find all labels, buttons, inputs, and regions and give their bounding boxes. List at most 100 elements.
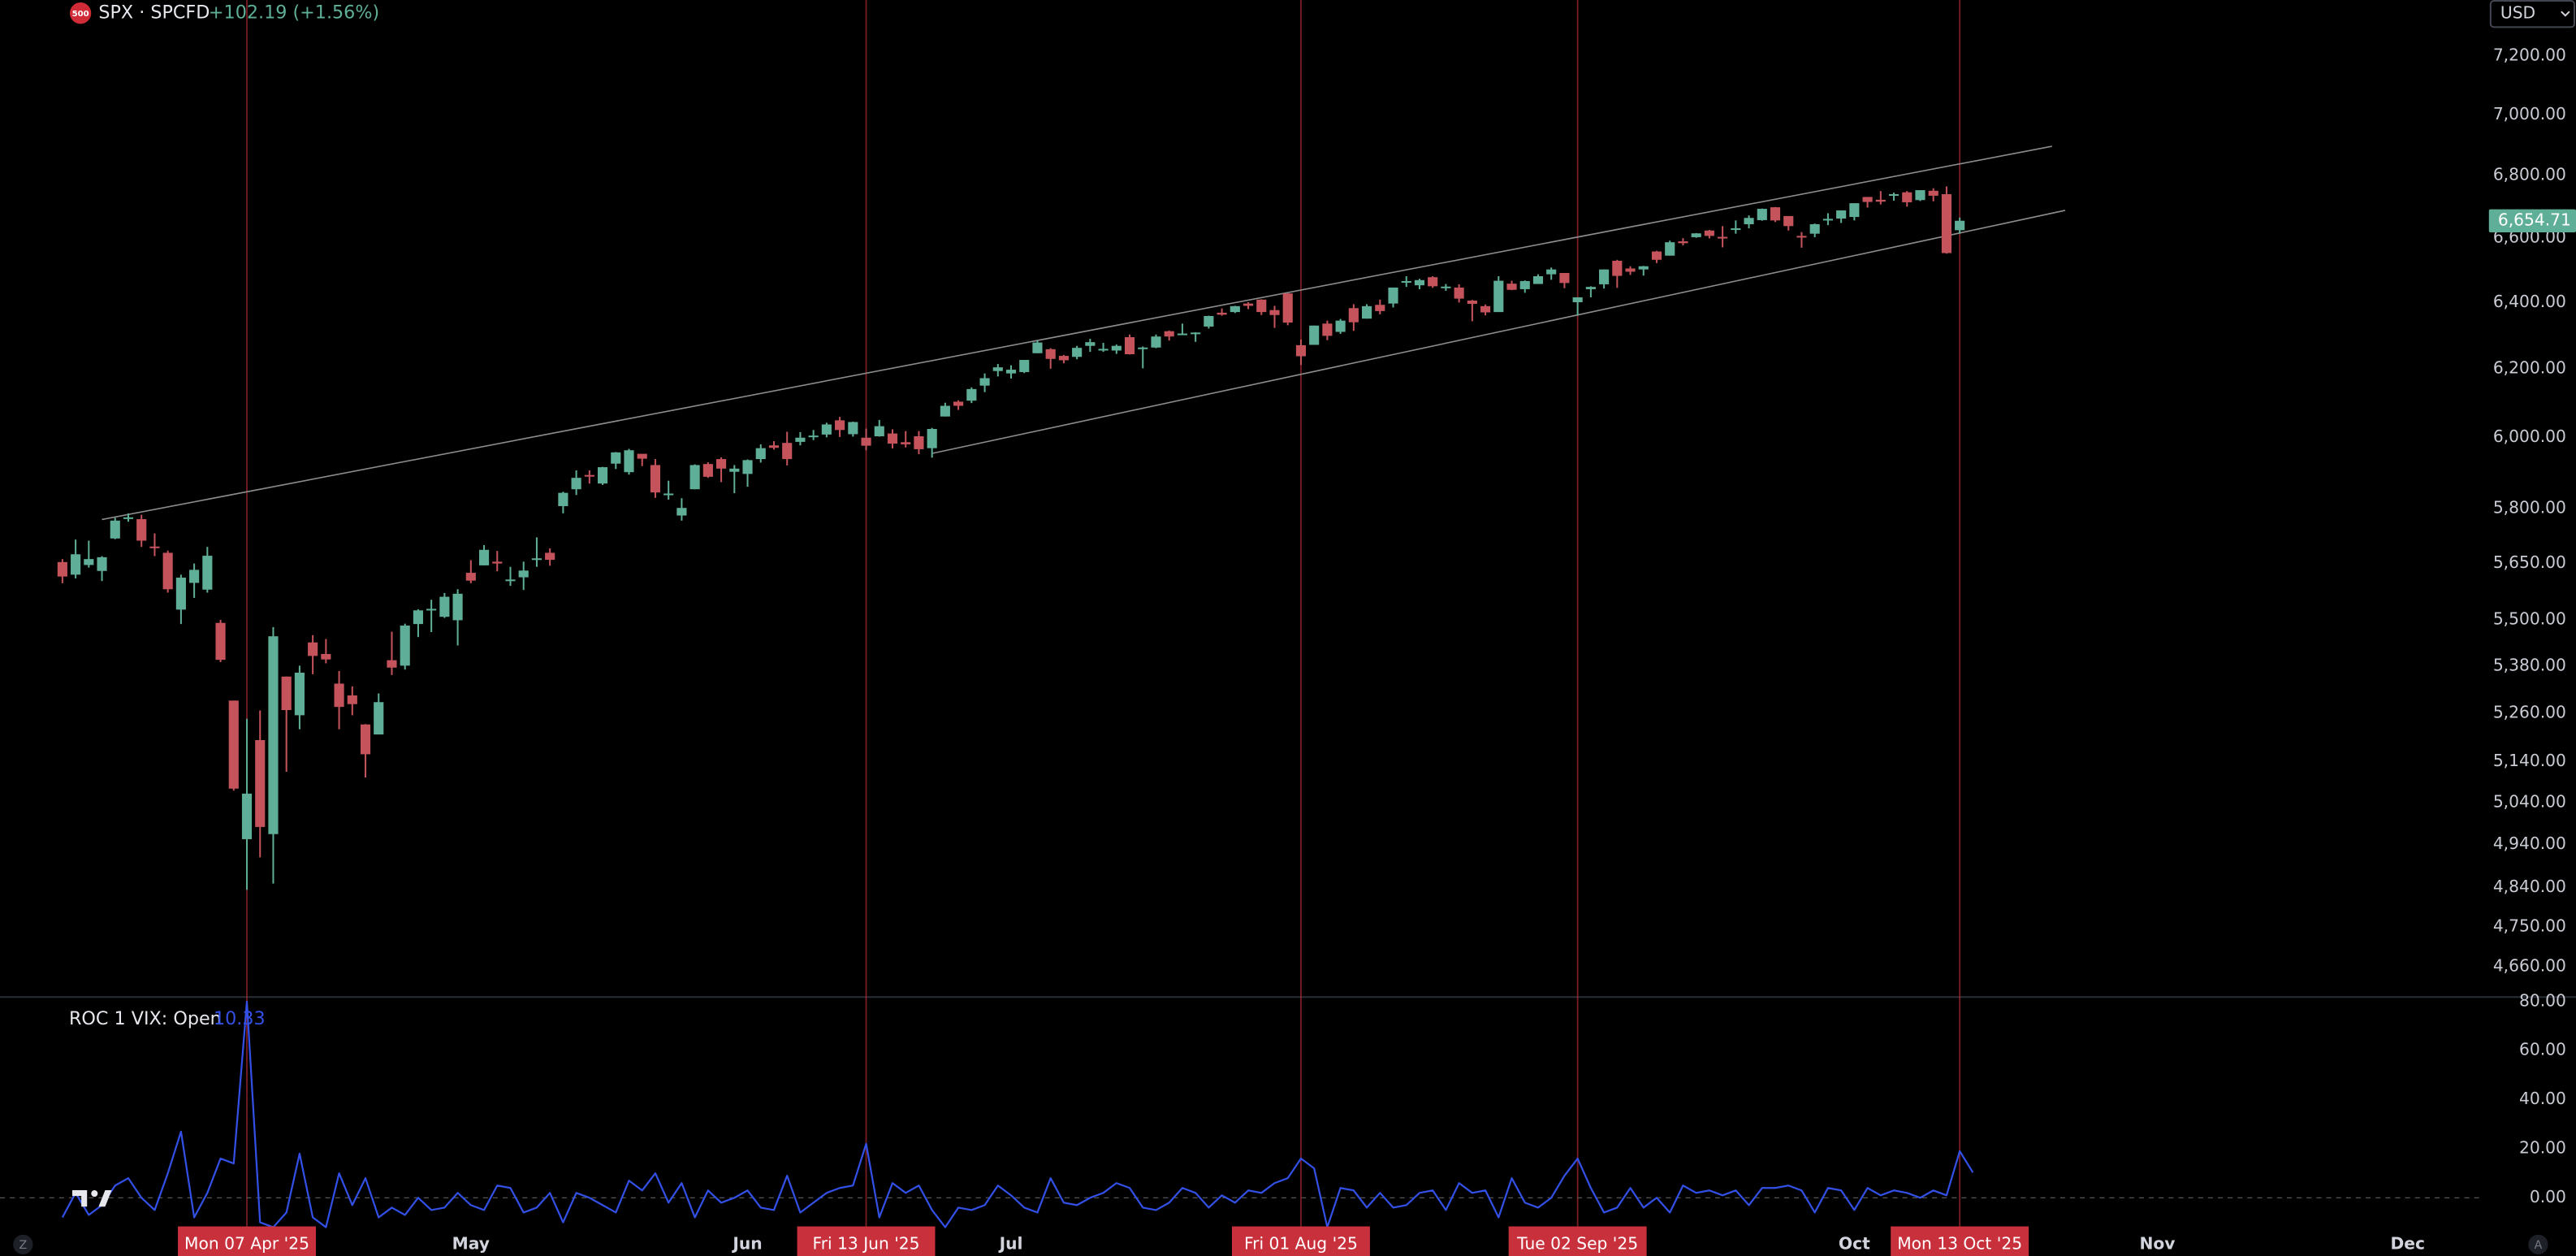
candle-body: [1335, 320, 1346, 332]
candle-body: [71, 554, 81, 575]
y-tick-label: 5,040.00: [2493, 792, 2566, 812]
symbol-badge: [69, 2, 92, 24]
candle-body: [637, 453, 647, 459]
candle-body: [848, 422, 858, 435]
candle-body: [1441, 286, 1451, 288]
candle-body: [215, 622, 226, 660]
candle-body: [901, 442, 911, 444]
y-tick-label: 5,500.00: [2493, 609, 2566, 628]
candle-body: [624, 450, 634, 473]
candle-body: [1559, 273, 1570, 284]
candle-body: [1151, 336, 1161, 348]
candle-body: [294, 672, 305, 716]
candle-body: [228, 700, 239, 789]
currency-label[interactable]: USD: [2500, 3, 2535, 23]
candle-body: [914, 436, 924, 449]
candle-body: [189, 570, 200, 583]
candle-body: [768, 445, 780, 448]
candle-body: [1111, 345, 1122, 351]
candle-body: [1124, 337, 1135, 355]
candle-body: [782, 443, 793, 460]
x-tick-label: Jun: [731, 1233, 762, 1253]
candle-body: [663, 493, 674, 496]
y-tick-label: 5,260.00: [2493, 702, 2566, 721]
candle-body: [1809, 223, 1820, 234]
candle-body: [571, 478, 581, 490]
candle-body: [465, 573, 476, 581]
y-tick-label: 4,660.00: [2493, 956, 2566, 976]
y-tick-label: 5,800.00: [2493, 498, 2566, 518]
y-tick-label: 6,000.00: [2493, 427, 2566, 446]
candle-body: [742, 460, 753, 474]
candle-body: [413, 610, 423, 625]
candle-body: [1519, 280, 1530, 289]
candle-body: [110, 520, 120, 539]
y-tick-label: 7,000.00: [2493, 104, 2566, 123]
candle-body: [1414, 279, 1425, 286]
candle-body: [1428, 277, 1438, 287]
candle-body: [1638, 266, 1649, 270]
candle-body: [953, 401, 964, 406]
left-button[interactable]: [13, 1234, 33, 1254]
candle-body: [1506, 284, 1517, 290]
candle-body: [1204, 315, 1214, 327]
candle-body: [136, 519, 147, 541]
candle-body: [676, 508, 687, 516]
candle-body: [57, 561, 67, 577]
symbol[interactable]: SPX · SPCFD: [98, 2, 210, 24]
candle-body: [308, 642, 318, 656]
candle-body: [439, 596, 450, 617]
candle-body: [162, 552, 173, 590]
candle-body: [584, 474, 594, 477]
left-button-label[interactable]: Z: [19, 1239, 27, 1252]
candle-body: [1256, 299, 1267, 313]
plot-layer: [0, 145, 2481, 1228]
candle-body: [1704, 230, 1714, 236]
candle-body: [755, 448, 766, 460]
candle-body: [992, 367, 1003, 371]
marker-label: Mon 07 Apr '25: [184, 1233, 309, 1253]
candle-body: [1454, 287, 1464, 299]
x-tick-label: Dec: [2391, 1233, 2425, 1253]
y2-tick-label: 80.00: [2519, 990, 2566, 1010]
candle-body: [268, 636, 279, 834]
marker-label: Fri 13 Jun '25: [813, 1233, 920, 1253]
candle-body: [1295, 344, 1307, 357]
candle-body: [729, 468, 740, 472]
candle-body: [1941, 194, 1951, 253]
candle-body: [1072, 348, 1083, 357]
candle-body: [1532, 275, 1544, 284]
indicator-value: 10.33: [214, 1008, 266, 1029]
candle-body: [360, 724, 371, 755]
candle-body: [650, 465, 661, 493]
candle-body: [1191, 332, 1201, 335]
candle-body: [123, 517, 134, 519]
candle-body: [1665, 242, 1675, 256]
logo: [72, 1190, 112, 1207]
y-tick-label: 5,380.00: [2493, 655, 2566, 674]
candle-body: [1032, 342, 1043, 353]
y-tick-label: 6,800.00: [2493, 165, 2566, 184]
candle-body: [611, 452, 621, 464]
candle-body: [861, 437, 871, 446]
candle-body: [1480, 305, 1491, 313]
marker-label-box: [1508, 1226, 1647, 1256]
candle-body: [1822, 219, 1833, 221]
y-tick-label: 4,750.00: [2493, 916, 2566, 935]
y-tick-label: 4,940.00: [2493, 834, 2566, 853]
currency-button[interactable]: [2489, 0, 2575, 28]
last-price-label: 6,654.71: [2498, 210, 2571, 229]
candle-body: [334, 683, 344, 708]
candle-body: [1862, 197, 1873, 202]
marker-label: Mon 13 Oct '25: [1897, 1233, 2022, 1253]
indicator-title[interactable]: ROC 1 VIX: Open: [69, 1008, 222, 1029]
candle-body: [808, 435, 819, 438]
right-button-label[interactable]: A: [2535, 1239, 2543, 1252]
candle-body: [1269, 310, 1280, 315]
candle-body: [1243, 303, 1254, 306]
candle-body: [1546, 269, 1557, 275]
right-button[interactable]: [2528, 1234, 2548, 1254]
candle-body: [97, 557, 107, 571]
y2-tick-label: 20.00: [2519, 1137, 2566, 1157]
